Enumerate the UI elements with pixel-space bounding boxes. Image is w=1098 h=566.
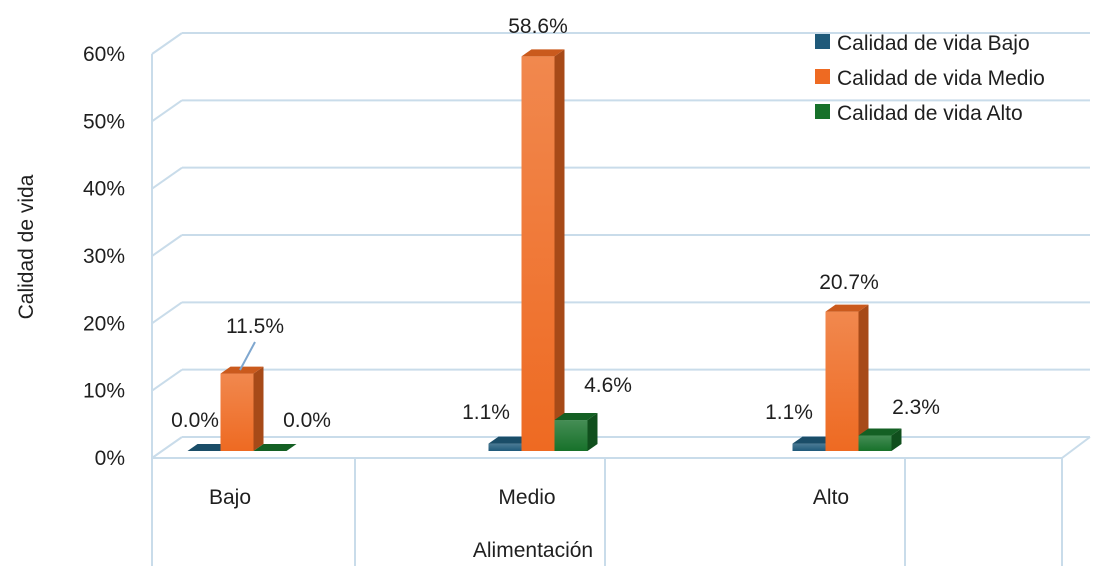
bar-front xyxy=(554,420,588,451)
legend-swatch xyxy=(815,69,830,84)
bar-top xyxy=(792,436,836,444)
label-leader-line xyxy=(239,341,256,371)
bar-top xyxy=(858,428,902,436)
data-label: 58.6% xyxy=(508,15,568,38)
bar-front xyxy=(488,443,522,451)
gridline-side xyxy=(151,166,183,190)
data-label: 1.1% xyxy=(765,401,813,424)
legend-label: Calidad de vida Alto xyxy=(837,102,1023,125)
data-label: 1.1% xyxy=(462,401,510,424)
bar-top xyxy=(253,444,297,451)
y-tick-label: 10% xyxy=(83,380,125,403)
bar-front xyxy=(858,435,892,451)
gridline-side xyxy=(151,234,183,257)
gridline-side xyxy=(151,436,183,459)
bar-side xyxy=(891,428,902,451)
y-tick-labels: 0% 10% 20% 30% 40% 50% 60% xyxy=(83,43,125,470)
gridline-side xyxy=(151,99,183,123)
y-tick-label: 30% xyxy=(83,245,125,268)
data-label: 2.3% xyxy=(892,396,940,419)
bar-side xyxy=(858,304,869,451)
category-labels: Bajo Medio Alto xyxy=(209,486,849,509)
y-tick-label: 0% xyxy=(95,447,125,470)
y-axis-title: Calidad de vida xyxy=(15,174,38,319)
y-tick-label: 40% xyxy=(83,178,125,201)
category-label: Bajo xyxy=(209,486,251,509)
gridline-side xyxy=(151,32,183,55)
bar xyxy=(858,428,902,451)
legend-swatch xyxy=(815,104,830,119)
data-label: 20.7% xyxy=(819,271,879,294)
gridline-side xyxy=(151,368,183,392)
bar-side xyxy=(554,49,565,451)
bar-front xyxy=(825,311,859,451)
legend-label: Calidad de vida Bajo xyxy=(837,32,1030,55)
category-label: Medio xyxy=(498,486,555,509)
data-label: 11.5% xyxy=(226,315,284,338)
legend: Calidad de vida Bajo Calidad de vida Medi… xyxy=(815,32,1045,125)
bar-top xyxy=(521,49,565,57)
bar-front xyxy=(220,373,254,451)
data-label: 0.0% xyxy=(171,409,219,432)
bar-side xyxy=(587,413,598,451)
bar xyxy=(253,444,297,451)
bar-top xyxy=(187,444,231,451)
data-labels: 0.0% 11.5% 0.0% 1.1% 58.6% 4.6% 1.1% 20.7% 2.3% xyxy=(171,15,940,432)
x-axis-title: Alimentación xyxy=(473,539,593,562)
data-label: 0.0% xyxy=(283,409,331,432)
bar-front xyxy=(521,56,555,451)
floor-edge-right xyxy=(1061,436,1091,459)
grid xyxy=(151,32,1091,566)
bars xyxy=(187,49,902,451)
bar xyxy=(187,444,231,451)
bar-top xyxy=(554,413,598,421)
bar xyxy=(554,413,598,451)
category-label: Alto xyxy=(813,486,849,509)
data-label: 4.6% xyxy=(584,374,632,397)
bar-top xyxy=(220,366,264,374)
legend-label: Calidad de vida Medio xyxy=(837,67,1045,90)
y-tick-label: 50% xyxy=(83,110,125,133)
bar-top xyxy=(488,436,532,444)
bar-front xyxy=(792,443,826,451)
bar xyxy=(220,366,264,451)
gridline-side xyxy=(151,301,183,325)
bar xyxy=(521,49,565,451)
bar xyxy=(825,304,869,451)
bar-top xyxy=(825,304,869,312)
legend-swatch xyxy=(815,34,830,49)
y-tick-label: 60% xyxy=(83,43,125,66)
y-tick-label: 20% xyxy=(83,312,125,335)
bar-side xyxy=(253,366,264,451)
